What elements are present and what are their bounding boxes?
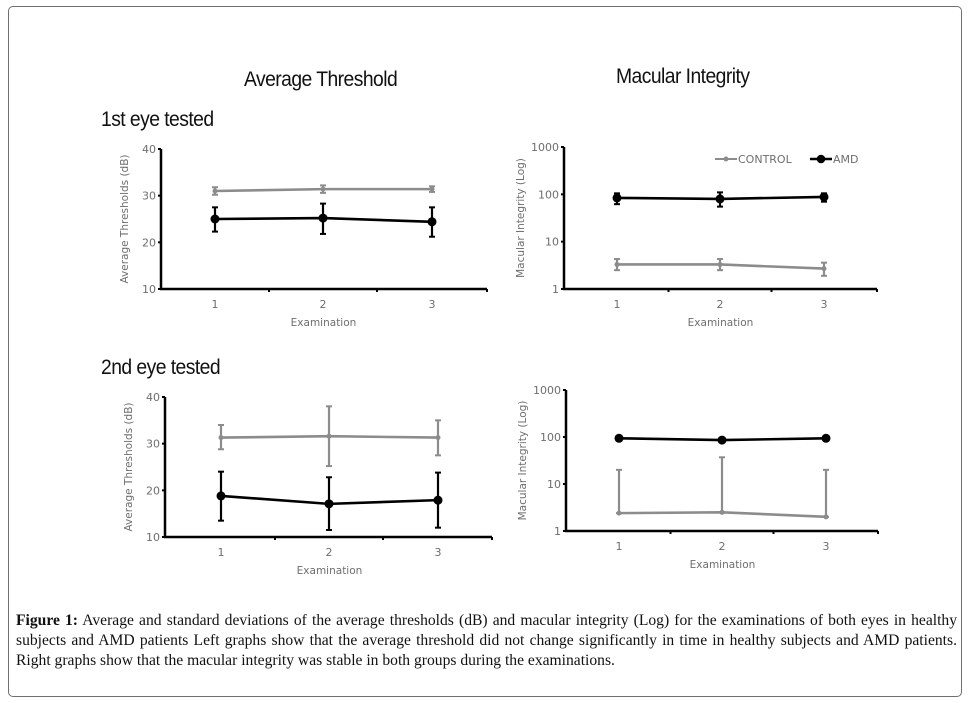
x-tick-label: 2 [326, 546, 333, 559]
data-point [614, 433, 624, 443]
x-tick-label: 2 [717, 298, 724, 311]
y-tick-label: 20 [142, 236, 156, 249]
chart-threshold-eye1: 10 20 30 40 1 2 3 Examination Average Thresholds… [119, 143, 488, 329]
y-tick-label: 1000 [531, 141, 559, 154]
y-tick-label: 20 [146, 484, 160, 497]
data-point [318, 213, 328, 223]
x-tick-label: 1 [212, 298, 219, 311]
x-tick-label: 3 [435, 546, 442, 559]
x-tick-label: 2 [320, 298, 327, 311]
y-axis-title: Average Thresholds (dB) [123, 402, 135, 531]
y-tick-label: 10 [545, 236, 559, 249]
chart-integrity-eye2: 1 10 100 1000 1 2 3 Examination Macular Integrit… [517, 384, 879, 571]
y-tick-label: 1 [552, 283, 559, 296]
data-point [614, 261, 620, 267]
chart-threshold-eye2: 10 20 30 40 1 2 3 Examination Average Thresholds… [123, 391, 493, 577]
y-axis-title: Macular Integrity (Log) [515, 158, 527, 278]
figure-caption: Figure 1: Average and standard deviation… [16, 611, 957, 671]
x-tick-label: 3 [823, 540, 830, 553]
x-tick-label: 1 [616, 540, 623, 553]
legend-swatch-marker [816, 154, 826, 164]
data-point [433, 495, 443, 505]
data-point [823, 514, 829, 520]
data-point [216, 491, 226, 501]
legend-label: CONTROL [738, 153, 793, 166]
series-amd [614, 433, 831, 445]
y-tick-label: 10 [142, 283, 156, 296]
data-point [819, 192, 829, 202]
data-point [427, 217, 437, 227]
data-point [212, 188, 218, 194]
data-point [715, 194, 725, 204]
column-title-average-threshold: Average Threshold [244, 68, 398, 91]
column-title-macular-integrity: Macular Integrity [616, 65, 750, 88]
y-tick-label: 10 [146, 531, 160, 544]
data-point [210, 214, 220, 224]
x-axis-title: Examination [690, 559, 756, 571]
x-axis-title: Examination [291, 317, 357, 329]
x-tick-label: 3 [429, 298, 436, 311]
figure-frame [8, 6, 962, 697]
series-control [614, 258, 827, 277]
series-control [212, 184, 435, 196]
y-axis-title: Average Thresholds (dB) [119, 154, 131, 283]
y-tick-label: 30 [146, 438, 160, 451]
y-tick-label: 100 [540, 431, 561, 444]
y-tick-label: 40 [142, 143, 156, 156]
data-point [717, 261, 723, 267]
data-point [320, 186, 326, 192]
data-point [429, 186, 435, 192]
series-amd [612, 191, 829, 208]
data-point [719, 509, 725, 515]
y-tick-label: 40 [146, 391, 160, 404]
y-tick-label: 1 [554, 525, 561, 538]
y-tick-label: 100 [538, 188, 559, 201]
data-point [616, 510, 622, 516]
y-tick-label: 30 [142, 190, 156, 203]
data-point [612, 193, 622, 203]
y-axis-title: Macular Integrity (Log) [517, 401, 529, 521]
y-tick-label: 10 [547, 478, 561, 491]
x-tick-label: 2 [719, 540, 726, 553]
row-title-second-eye: 2nd eye tested [101, 356, 221, 379]
caption-label: Figure 1: [16, 612, 79, 629]
x-axis-title: Examination [297, 565, 363, 577]
series-amd [210, 202, 437, 238]
data-point [821, 266, 827, 272]
series-control [616, 456, 829, 520]
row-title-first-eye: 1st eye tested [101, 108, 214, 131]
data-point [821, 433, 831, 443]
legend-label: AMD [833, 153, 859, 166]
legend: CONTROL AMD [715, 153, 859, 166]
data-point [324, 499, 334, 509]
x-tick-label: 1 [218, 546, 225, 559]
data-point [326, 433, 332, 439]
x-axis-title: Examination [688, 317, 754, 329]
legend-swatch-marker [723, 156, 729, 162]
x-tick-label: 3 [821, 298, 828, 311]
chart-integrity-eye1: 1 10 100 1000 1 2 3 Examination Macular Integrit… [515, 141, 878, 329]
y-tick-label: 1000 [533, 384, 561, 397]
data-point [218, 435, 224, 441]
data-point [435, 435, 441, 441]
series-amd [216, 470, 443, 531]
series-control [218, 405, 441, 468]
data-point [717, 435, 727, 445]
x-tick-label: 1 [614, 298, 621, 311]
caption-text: Average and standard deviations of the a… [16, 612, 957, 669]
